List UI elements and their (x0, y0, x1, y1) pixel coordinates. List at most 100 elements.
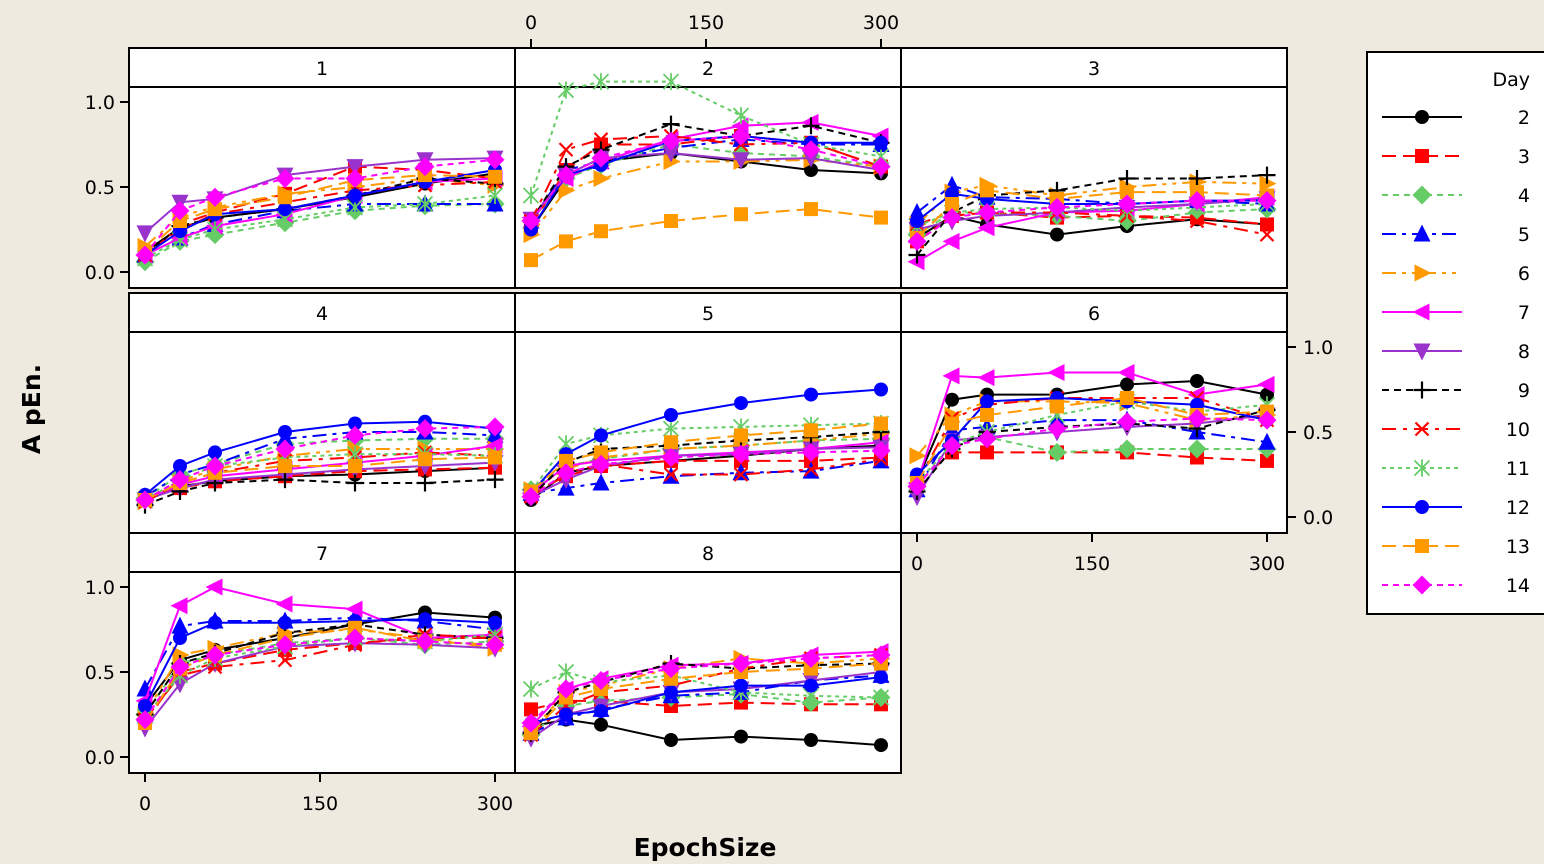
data-point-day-13 (594, 224, 608, 239)
data-point-day-6 (663, 153, 681, 170)
data-point-day-11 (662, 420, 680, 438)
data-point-day-9 (1188, 170, 1206, 187)
data-point-day-14 (977, 429, 997, 449)
panel-plot-area (514, 331, 902, 534)
data-point-day-5 (592, 473, 610, 491)
data-point-day-11 (872, 689, 890, 706)
data-point-day-14 (556, 165, 576, 185)
data-point-day-14 (170, 470, 190, 490)
data-point-day-14 (907, 231, 927, 251)
legend-marker-day-6 (1414, 264, 1432, 282)
data-point-day-2 (1260, 387, 1274, 402)
data-point-day-10 (558, 142, 574, 157)
panel-strip-label: 7 (316, 543, 328, 565)
data-point-day-12 (910, 214, 924, 228)
data-point-day-14 (1047, 197, 1067, 217)
x-tick-label: 0 (139, 793, 151, 815)
data-point-day-12 (664, 408, 678, 422)
data-point-day-2 (664, 733, 678, 747)
data-point-day-12 (594, 428, 608, 443)
data-point-day-12 (874, 670, 888, 685)
data-point-day-10 (1259, 227, 1275, 242)
data-point-day-14 (345, 425, 365, 445)
data-point-day-2 (734, 729, 748, 744)
data-point-day-14 (205, 456, 225, 476)
legend-marker-day-4 (1412, 185, 1432, 205)
y-tick-label: 0.5 (85, 662, 115, 684)
legend-marker-day-8 (1413, 343, 1431, 361)
data-point-day-5 (171, 616, 189, 634)
data-point-day-11 (416, 195, 434, 213)
data-point-day-11 (592, 73, 610, 91)
data-point-day-10 (277, 652, 293, 668)
data-point-day-2 (804, 733, 818, 747)
data-point-day-14 (135, 710, 155, 730)
data-point-day-14 (275, 439, 295, 459)
data-point-day-14 (801, 442, 821, 462)
data-point-day-13 (980, 408, 994, 422)
panel-strip-label: 6 (1088, 303, 1100, 325)
data-point-day-12 (804, 678, 818, 693)
y-tick-label: 1.0 (85, 577, 115, 599)
data-point-day-12 (734, 678, 748, 693)
data-point-day-11 (662, 73, 680, 91)
data-point-day-7 (345, 600, 363, 618)
data-point-day-14 (345, 169, 365, 188)
data-point-day-5 (732, 463, 750, 481)
panel-2: 2 (514, 47, 902, 289)
panel-strip-label: 1 (316, 58, 328, 80)
data-point-day-12 (874, 382, 888, 397)
data-point-day-13 (804, 202, 818, 217)
data-point-day-13 (348, 620, 362, 635)
data-point-day-13 (559, 234, 573, 249)
panel-strip-label: 5 (702, 303, 714, 325)
data-point-day-12 (278, 425, 292, 439)
y-tick-label: 1.0 (1303, 337, 1333, 359)
panel-strip-label: 2 (702, 58, 714, 80)
legend-label-day-12: 12 (1506, 497, 1530, 519)
data-point-day-3 (1260, 453, 1274, 468)
data-point-day-14 (556, 679, 576, 699)
data-point-day-10 (733, 467, 749, 482)
legend-label-day-13: 13 (1506, 536, 1530, 558)
data-point-day-13 (524, 253, 538, 268)
data-point-day-2 (1190, 374, 1204, 388)
data-point-day-14 (345, 628, 365, 648)
x-tick-label: 300 (1249, 553, 1285, 575)
data-point-day-13 (804, 423, 818, 438)
legend-label-day-10: 10 (1506, 419, 1530, 441)
data-point-day-14 (661, 448, 681, 467)
data-point-day-14 (521, 487, 541, 507)
data-point-day-2 (945, 392, 959, 407)
data-point-day-14 (415, 631, 435, 651)
data-point-day-14 (591, 454, 611, 474)
data-point-day-12 (208, 445, 222, 460)
panel-plot-area (514, 571, 902, 774)
data-point-day-14 (170, 657, 190, 677)
panel-plot-area (128, 331, 516, 534)
panel-4: 4 (128, 292, 516, 534)
x-tick-label: 0 (525, 12, 537, 34)
data-point-day-12 (559, 707, 573, 722)
panel-6: 6 (900, 292, 1288, 534)
x-tick-label: 150 (1074, 553, 1110, 575)
data-point-day-12 (980, 394, 994, 409)
panel-plot-area (900, 86, 1288, 289)
data-point-day-13 (488, 169, 502, 184)
data-point-day-12 (173, 459, 187, 473)
data-point-day-9 (276, 471, 294, 489)
data-point-day-13 (734, 428, 748, 443)
data-point-day-13 (208, 202, 222, 217)
data-point-day-12 (734, 396, 748, 411)
data-point-day-14 (1257, 191, 1277, 211)
legend-label-day-5: 5 (1518, 224, 1530, 246)
data-point-day-14 (485, 417, 505, 437)
data-point-day-13 (524, 726, 538, 741)
data-point-day-12 (874, 135, 888, 150)
data-point-day-14 (1047, 419, 1067, 439)
data-point-day-12 (138, 699, 152, 713)
data-point-day-14 (1117, 194, 1137, 214)
legend-marker-day-11 (1413, 459, 1431, 477)
data-point-day-14 (205, 645, 225, 665)
data-point-day-7 (1257, 375, 1275, 393)
